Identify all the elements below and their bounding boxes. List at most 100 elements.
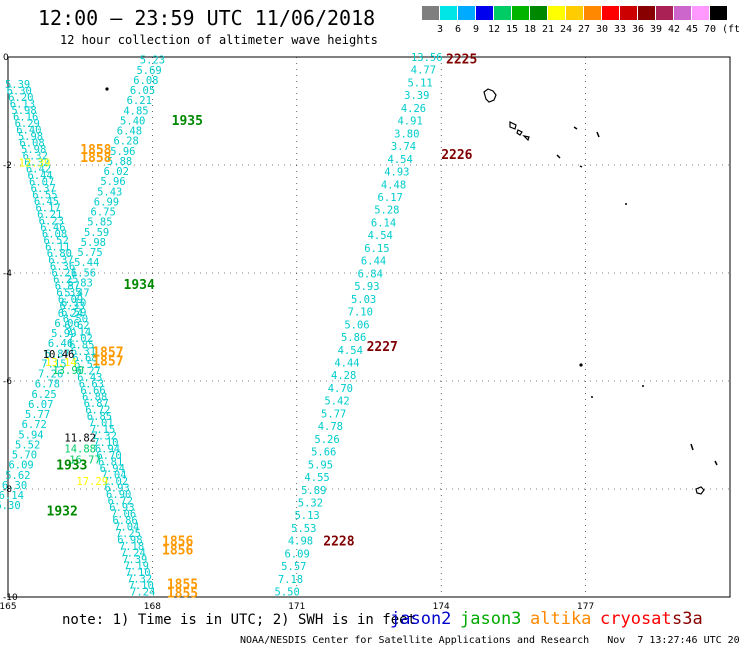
wave-height-value: 6.02 bbox=[104, 166, 129, 178]
wave-height-value: 6.21 bbox=[37, 209, 62, 221]
wave-height-value: 6.75 bbox=[91, 207, 116, 219]
wave-height-value: 6.85 bbox=[69, 339, 94, 351]
islands bbox=[105, 87, 718, 495]
wave-height-value: 6.87 bbox=[55, 281, 80, 293]
island bbox=[714, 460, 718, 466]
island bbox=[690, 443, 694, 451]
wave-height-value: 13.56 bbox=[411, 52, 443, 64]
wave-height-value: 6.21 bbox=[52, 268, 77, 280]
scale-swatch bbox=[440, 6, 457, 20]
scale-swatch bbox=[458, 6, 475, 20]
wave-height-value: 6.48 bbox=[117, 126, 142, 138]
pass-time-label: 1935 bbox=[172, 114, 203, 129]
wave-height-value: 5.75 bbox=[77, 247, 102, 259]
wave-height-value: 6.56 bbox=[71, 267, 96, 279]
wave-height-value: 13.90 bbox=[52, 365, 84, 377]
wave-height-value: 6.84 bbox=[358, 268, 383, 280]
scale-label: 45 bbox=[685, 24, 699, 35]
wave-height-value: 6.10 bbox=[61, 298, 86, 310]
wave-height-value: 6.14 bbox=[371, 217, 396, 229]
wave-height-value: 6.35 bbox=[56, 287, 81, 299]
wave-height-value: 6.08 bbox=[19, 138, 44, 150]
wave-height-value: 5.86 bbox=[341, 332, 366, 344]
pass-time-label: 1857 bbox=[92, 354, 123, 369]
scale-swatch bbox=[422, 6, 439, 20]
wave-height-value: 6.94 bbox=[95, 443, 120, 455]
wave-height-value: 6.30 bbox=[0, 500, 21, 512]
pass-time-label: 1857 bbox=[92, 345, 123, 360]
scale-label: 18 bbox=[523, 24, 537, 35]
wave-height-value: 7.39 bbox=[122, 554, 147, 566]
wave-height-value: 7.10 bbox=[129, 580, 154, 592]
scale-swatch bbox=[710, 6, 727, 20]
wave-height-value: 7.10 bbox=[93, 437, 118, 449]
wave-height-value: 5.13 bbox=[294, 510, 319, 522]
scale-swatch bbox=[620, 6, 637, 20]
wave-height-value: 6.90 bbox=[106, 489, 131, 501]
wave-height-value: 5.70 bbox=[12, 450, 37, 462]
wave-height-value: 7.02 bbox=[103, 476, 128, 488]
wave-height-value: 6.08 bbox=[42, 229, 67, 241]
wave-height-value: 5.59 bbox=[84, 227, 109, 239]
lat-tick-label: -10 bbox=[3, 593, 18, 603]
lon-tick-label: 165 bbox=[0, 602, 17, 612]
wave-height-value: 6.44 bbox=[361, 256, 386, 268]
wave-height-value: 6.15 bbox=[364, 243, 389, 255]
wave-height-value: 7.32 bbox=[92, 430, 117, 442]
wave-height-value: 6.07 bbox=[29, 177, 54, 189]
lon-tick-label: 168 bbox=[144, 602, 161, 612]
pass-time-label: 2227 bbox=[367, 340, 398, 355]
axis-ticks: 165 168 171 174 177 0 -2 -4 -6 -8 -10 bbox=[0, 53, 594, 612]
wave-height-value: 5.98 bbox=[81, 237, 106, 249]
scale-label: 70 bbox=[703, 24, 717, 35]
wave-height-value: 5.42 bbox=[324, 396, 349, 408]
wave-height-value: 6.17 bbox=[378, 192, 403, 204]
wave-height-value: 6.07 bbox=[28, 399, 53, 411]
wave-height-value: 6.55 bbox=[32, 190, 57, 202]
wave-height-value: 5.93 bbox=[354, 281, 379, 293]
wave-height-value: 6.06 bbox=[54, 318, 79, 330]
wave-height-value: 6.66 bbox=[80, 385, 105, 397]
wave-height-value: 5.88 bbox=[107, 156, 132, 168]
scale-swatch bbox=[584, 6, 601, 20]
wave-height-value: 6.46 bbox=[40, 222, 65, 234]
wave-height-value: 7.32 bbox=[127, 574, 152, 586]
wave-height-value: 5.43 bbox=[97, 186, 122, 198]
scale-label: 39 bbox=[649, 24, 663, 35]
wave-height-value: 7.25 bbox=[116, 528, 141, 540]
lat-tick-label: -4 bbox=[3, 269, 12, 279]
island bbox=[591, 396, 593, 398]
wave-height-value: 5.44 bbox=[74, 257, 99, 269]
wave-height-value: 12.39 bbox=[19, 157, 51, 169]
wave-height-value: 6.72 bbox=[22, 419, 47, 431]
wave-height-value: 5.62 bbox=[5, 470, 30, 482]
wave-height-value: 6.14 bbox=[0, 490, 24, 502]
wave-height-value: 6.32 bbox=[23, 151, 48, 163]
wave-height-value: 7.10 bbox=[348, 307, 373, 319]
wave-height-value: 5.06 bbox=[344, 319, 369, 331]
pass-time-label: 2225 bbox=[446, 53, 477, 68]
satellite-s3a: s3a bbox=[672, 609, 703, 629]
altimeter-tracks: 5.235.696.086.056.214.855.406.486.285.96… bbox=[0, 52, 443, 599]
scale-label: 21 bbox=[541, 24, 555, 35]
wave-height-value: 6.32 bbox=[24, 157, 49, 169]
wave-height-value: 3.80 bbox=[394, 128, 419, 140]
wave-height-value: 5.57 bbox=[281, 561, 306, 573]
wave-height-value: 7.18 bbox=[119, 541, 144, 553]
wave-height-value: 6.51 bbox=[74, 359, 99, 371]
lat-tick-label: -6 bbox=[3, 377, 12, 387]
scale-label: 15 bbox=[505, 24, 519, 35]
wave-height-value: 6.88 bbox=[82, 391, 107, 403]
wave-height-value: 6.40 bbox=[16, 125, 41, 137]
pass-time-label: 1932 bbox=[47, 505, 78, 520]
wave-height-value: 3.74 bbox=[391, 141, 416, 153]
wave-height-value: 5.83 bbox=[68, 277, 93, 289]
wave-height-value: 11.82 bbox=[64, 433, 96, 445]
wave-height-value: 6.30 bbox=[2, 480, 27, 492]
wave-height-value: 14.88 bbox=[64, 444, 96, 456]
scale-swatch bbox=[566, 6, 583, 20]
wave-height-value: 6.24 bbox=[58, 308, 83, 320]
wave-height-value: 6.05 bbox=[130, 85, 155, 97]
map-subtitle: 12 hour collection of altimeter wave hei… bbox=[60, 33, 378, 47]
